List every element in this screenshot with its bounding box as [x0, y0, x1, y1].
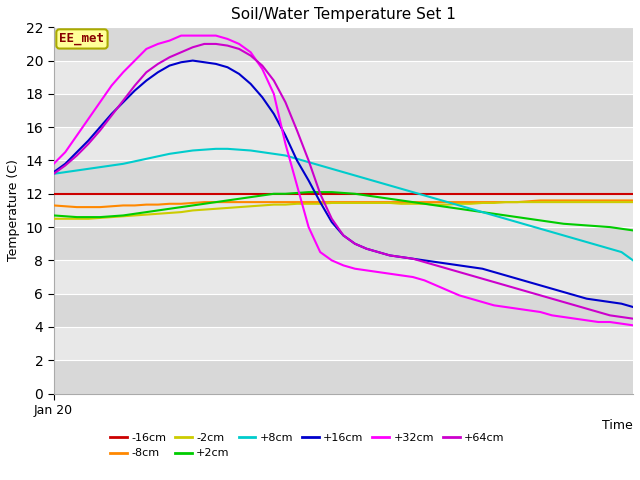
Bar	[54, 327, 633, 360]
Bar	[54, 127, 633, 160]
Y-axis label: Temperature (C): Temperature (C)	[7, 159, 20, 262]
Text: Time: Time	[602, 419, 633, 432]
Bar	[54, 227, 633, 260]
Legend: -16cm, -8cm, -2cm, +2cm, +8cm, +16cm, +32cm, +64cm: -16cm, -8cm, -2cm, +2cm, +8cm, +16cm, +3…	[106, 429, 509, 463]
Bar	[54, 294, 633, 327]
Bar	[54, 160, 633, 194]
Text: EE_met: EE_met	[60, 33, 104, 46]
Bar	[54, 360, 633, 394]
Bar	[54, 260, 633, 294]
Bar	[54, 27, 633, 60]
Bar	[54, 94, 633, 127]
Bar	[54, 194, 633, 227]
Title: Soil/Water Temperature Set 1: Soil/Water Temperature Set 1	[231, 7, 456, 22]
Bar	[54, 60, 633, 94]
